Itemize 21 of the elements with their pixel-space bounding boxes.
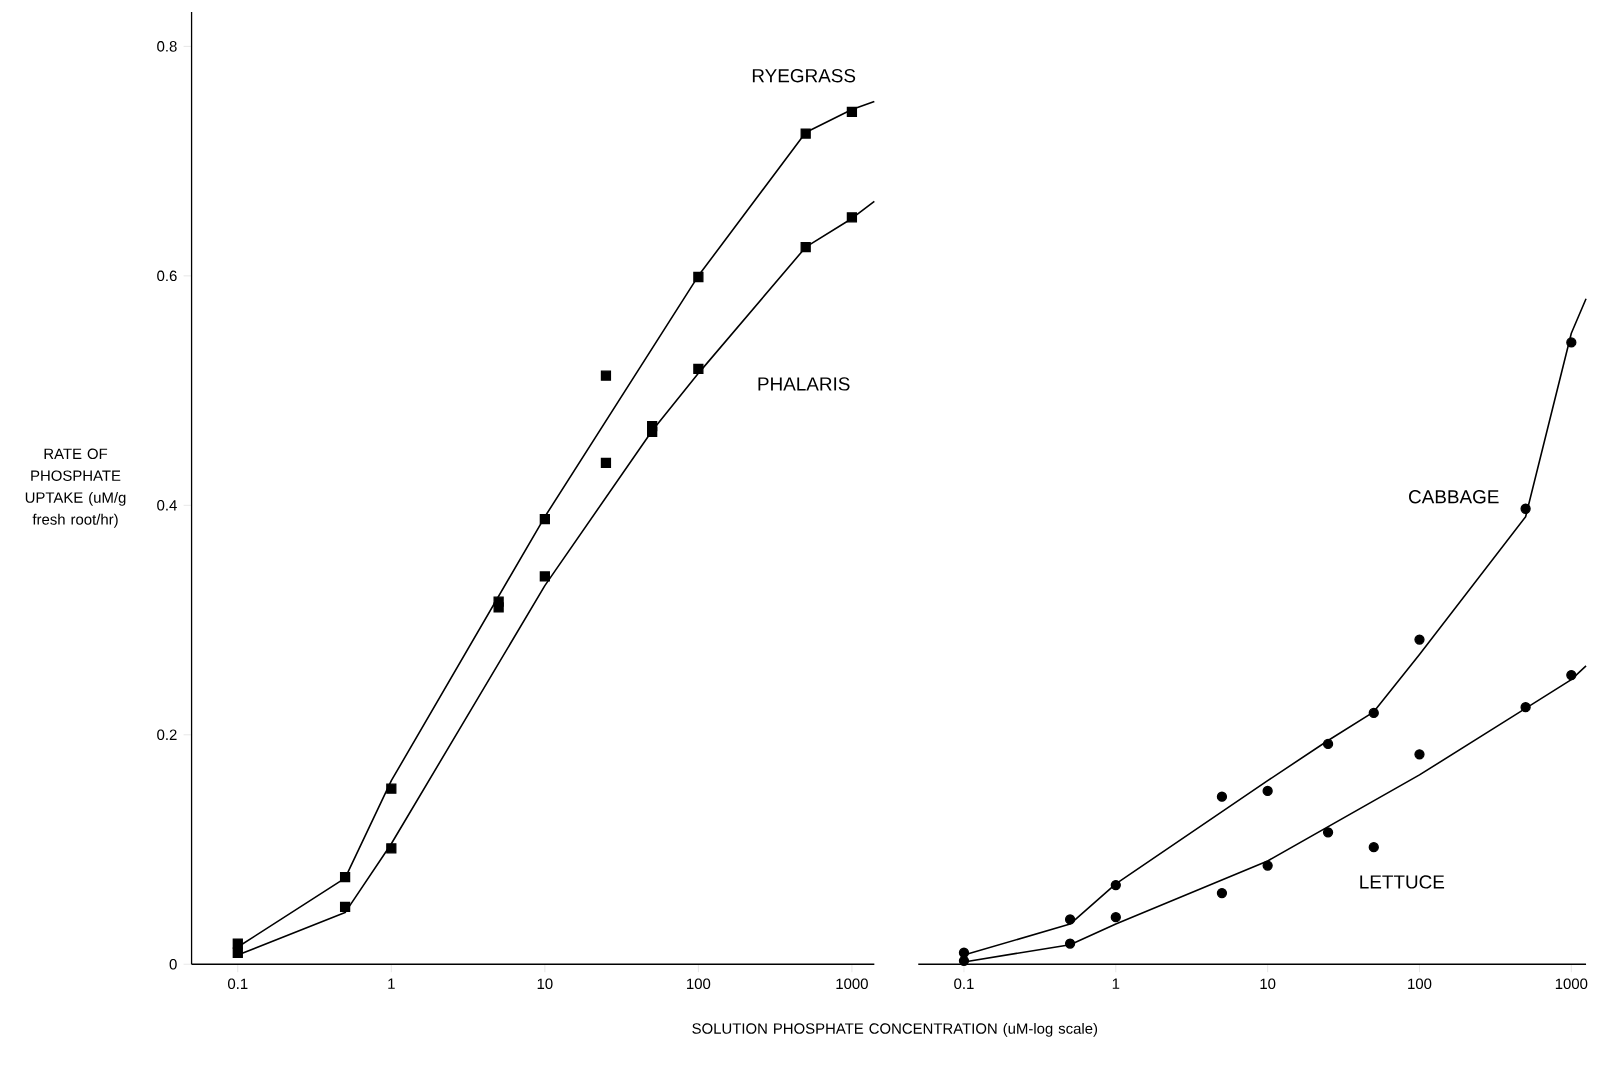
x-tick-label: 0.1	[228, 978, 248, 990]
x-tick-label: 1000	[1555, 978, 1588, 990]
x-tick-label: 1	[1112, 978, 1120, 989]
x-tick-label: 0.1	[954, 978, 974, 990]
x-tick-label: 100	[687, 978, 711, 990]
y-tick-label: 0	[169, 958, 177, 970]
x-tick-label: 100	[1408, 978, 1432, 990]
x-tick-label: 1000	[836, 978, 868, 990]
series-label: LETTUCE	[1360, 875, 1445, 889]
x-tick-label: 10	[1260, 978, 1276, 990]
y-tick-label: 0.8	[157, 41, 177, 52]
y-tick-label: 0.6	[157, 270, 177, 282]
y-tick-label: 0.2	[157, 729, 177, 741]
x-axis-title: SOLUTION PHOSPHATE CONCENTRATION (uM-log scale)	[692, 1022, 1098, 1037]
series-label: RYEGRASS	[752, 68, 856, 83]
y-tick-label: 0.4	[157, 500, 177, 511]
series-label: CABBAGE	[1409, 490, 1499, 504]
x-tick-label: 1	[388, 978, 395, 989]
y-axis-title: RATE OF PHOSPHATE UPTAKE (uM/g fresh root/hr)	[25, 448, 126, 528]
x-tick-label: 10	[537, 978, 553, 990]
text: PHALARIS	[758, 377, 850, 391]
